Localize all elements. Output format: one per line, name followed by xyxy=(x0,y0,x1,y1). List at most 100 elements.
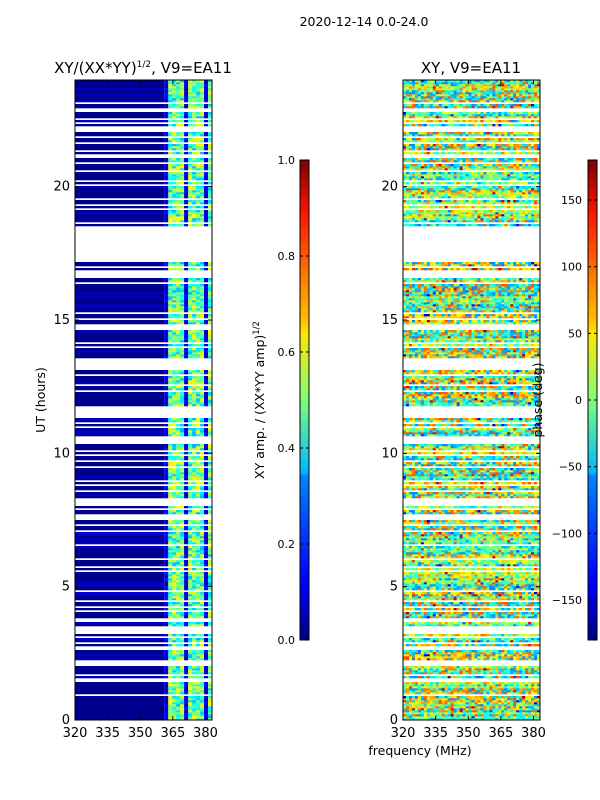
heatmap-cell xyxy=(516,698,520,701)
heatmap-cell xyxy=(208,320,212,323)
heatmap-cell xyxy=(208,496,212,499)
heatmap-cell xyxy=(196,492,201,495)
heatmap-cell xyxy=(501,652,505,655)
heatmap-cell xyxy=(208,564,212,567)
heatmap-cell xyxy=(192,718,197,720)
heatmap-row xyxy=(75,354,212,357)
heatmap-cell xyxy=(176,448,181,451)
heatmap-cell xyxy=(176,464,181,467)
heatmap-cell xyxy=(525,656,529,659)
heatmap-cell xyxy=(537,624,540,627)
heatmap-row xyxy=(75,90,212,93)
heatmap-cell xyxy=(208,506,212,509)
heatmap-cell xyxy=(176,182,181,185)
heatmap-cell xyxy=(489,712,493,715)
heatmap-cell xyxy=(180,356,185,359)
heatmap-cell xyxy=(192,216,197,219)
heatmap-cell xyxy=(196,220,201,223)
heatmap-row xyxy=(75,268,212,271)
heatmap-row xyxy=(75,584,212,587)
heatmap-cell xyxy=(196,394,201,397)
heatmap-cell xyxy=(447,702,451,705)
heatmap-cell xyxy=(477,624,481,627)
heatmap-cell xyxy=(438,706,443,709)
heatmap-cell xyxy=(168,586,173,589)
heatmap-cell xyxy=(492,644,496,647)
heatmap-cell xyxy=(168,146,173,149)
heatmap-cell xyxy=(184,196,189,199)
heatmap-row xyxy=(75,528,212,531)
heatmap-cell xyxy=(513,716,517,719)
heatmap-cell xyxy=(204,456,209,459)
heatmap-cell xyxy=(168,462,173,465)
heatmap-cell xyxy=(188,692,193,695)
heatmap-cell xyxy=(200,528,205,531)
heatmap-cell xyxy=(462,624,466,627)
heatmap-cell xyxy=(196,84,201,87)
heatmap-cell xyxy=(188,496,193,499)
heatmap-cell xyxy=(504,702,508,705)
heatmap-cell xyxy=(188,196,193,199)
heatmap-cell xyxy=(164,602,169,605)
heatmap-cell xyxy=(196,670,201,673)
heatmap-cell xyxy=(204,124,209,127)
heatmap-row xyxy=(75,286,212,289)
heatmap-cell xyxy=(168,400,173,403)
heatmap-cell xyxy=(208,314,212,317)
heatmap-row xyxy=(75,546,212,549)
heatmap-cell xyxy=(188,676,193,679)
heatmap-cell xyxy=(204,612,209,615)
heatmap-cell xyxy=(429,596,434,599)
heatmap-cell xyxy=(192,160,197,163)
heatmap-cell xyxy=(188,658,193,661)
heatmap-cell xyxy=(168,594,173,597)
heatmap-cell xyxy=(164,640,169,643)
colorbar-tick-label: 0.0 xyxy=(278,634,296,647)
heatmap-row xyxy=(75,712,212,715)
heatmap-cell xyxy=(411,594,416,597)
heatmap-cell xyxy=(501,594,505,597)
heatmap-cell xyxy=(168,382,173,385)
heatmap-cell xyxy=(164,166,169,169)
heatmap-cell xyxy=(188,564,193,567)
heatmap-cell xyxy=(438,634,443,637)
heatmap-cell xyxy=(411,668,416,671)
heatmap-cell xyxy=(456,700,460,703)
heatmap-cell xyxy=(450,718,454,720)
heatmap-cell xyxy=(453,668,457,671)
heatmap-cell xyxy=(184,420,189,423)
heatmap-cell xyxy=(471,652,475,655)
heatmap-row xyxy=(75,216,212,219)
heatmap-cell xyxy=(510,682,514,685)
heatmap-cell xyxy=(420,608,425,611)
heatmap-cell xyxy=(172,202,177,205)
heatmap-cell xyxy=(184,578,189,581)
heatmap-cell xyxy=(403,616,407,619)
heatmap-cell xyxy=(192,532,197,535)
heatmap-cell xyxy=(450,604,454,607)
heatmap-cell xyxy=(525,644,529,647)
heatmap-row xyxy=(75,582,212,585)
heatmap-cell xyxy=(208,528,212,531)
heatmap-cell xyxy=(180,278,185,281)
heatmap-cell xyxy=(204,212,209,215)
heatmap-cell xyxy=(188,448,193,451)
heatmap-cell xyxy=(208,692,212,695)
heatmap-cell xyxy=(486,640,490,643)
heatmap-cell xyxy=(192,698,197,701)
heatmap-cell xyxy=(184,186,189,189)
heatmap-cell xyxy=(75,212,165,215)
heatmap-cell xyxy=(164,288,169,291)
heatmap-cell xyxy=(468,718,472,720)
heatmap-cell xyxy=(196,400,201,403)
heatmap-cell xyxy=(204,582,209,585)
heatmap-cell xyxy=(429,650,434,653)
heatmap-cell xyxy=(192,458,197,461)
heatmap-cell xyxy=(444,640,448,643)
heatmap-cell xyxy=(495,698,499,701)
heatmap-cell xyxy=(423,616,428,619)
heatmap-cell xyxy=(75,88,165,91)
heatmap-cell xyxy=(456,654,460,657)
heatmap-cell xyxy=(501,706,505,709)
heatmap-cell xyxy=(208,92,212,95)
